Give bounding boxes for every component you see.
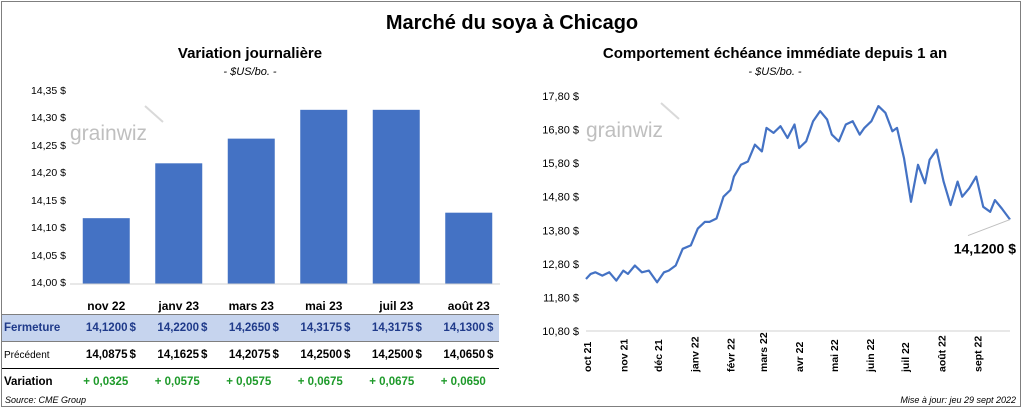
currency-symbol: $ bbox=[487, 349, 494, 361]
currency-symbol: $ bbox=[487, 314, 499, 342]
right-x-tick: oct 21 bbox=[582, 341, 594, 372]
close-value: 14,3175 bbox=[284, 314, 344, 342]
bar bbox=[155, 163, 203, 284]
right-y-tick: 17,80 $ bbox=[542, 91, 579, 103]
right-x-tick: janv 22 bbox=[689, 336, 701, 373]
variation-value: + 0,0675 bbox=[284, 368, 356, 395]
left-x-tick: mai 23 bbox=[305, 299, 343, 313]
currency-symbol: $ bbox=[129, 349, 136, 361]
bar bbox=[445, 212, 493, 284]
right-y-tick: 16,80 $ bbox=[542, 125, 579, 137]
variation-value: + 0,0575 bbox=[141, 368, 213, 395]
left-y-tick: 14,30 $ bbox=[30, 112, 66, 125]
close-value: 14,3175 bbox=[356, 314, 416, 342]
table-row-close: Fermeture 14,1200 $14,2200 $14,2650 $14,317… bbox=[2, 314, 499, 342]
currency-symbol: $ bbox=[415, 314, 428, 342]
prev-value: 14,0650 bbox=[443, 349, 485, 361]
right-chart-unit: - $US/bo. - bbox=[748, 66, 802, 78]
close-value: 14,2200 bbox=[141, 314, 201, 342]
variation-value: + 0,0675 bbox=[356, 368, 428, 395]
currency-symbol: $ bbox=[344, 349, 351, 361]
bar bbox=[227, 138, 275, 284]
variation-value: + 0,0575 bbox=[213, 368, 285, 395]
right-x-tick: juil 22 bbox=[900, 342, 912, 373]
table-row-prev: Précédent 14,0875 $14,1625 $14,2075 $14,250… bbox=[2, 342, 499, 369]
right-x-tick: nov 21 bbox=[618, 339, 630, 372]
left-x-tick: août 23 bbox=[448, 299, 490, 313]
left-y-tick: 14,05 $ bbox=[30, 249, 66, 262]
right-x-tick: sept 22 bbox=[972, 336, 984, 372]
left-x-tick: juil 23 bbox=[378, 299, 413, 313]
source-note: Source: CME Group bbox=[5, 395, 87, 405]
left-x-tick: mars 23 bbox=[229, 299, 275, 313]
watermark-text: grainwiz bbox=[70, 122, 147, 145]
right-watermark: grainwiz bbox=[586, 102, 680, 142]
right-x-tick: juin 22 bbox=[865, 339, 877, 373]
row-label-var: Variation bbox=[2, 368, 70, 395]
table-row-var: Variation + 0,0325 + 0,0575 + 0,0575 + 0,06… bbox=[2, 368, 499, 395]
right-y-tick: 15,80 $ bbox=[542, 158, 579, 170]
prev-value: 14,1625 bbox=[157, 349, 199, 361]
main-title: Marché du soya à Chicago bbox=[385, 12, 639, 34]
watermark-stem bbox=[144, 105, 164, 123]
right-x-tick: mai 22 bbox=[829, 339, 841, 372]
close-value: 14,1200 bbox=[70, 314, 130, 342]
left-y-tick: 14,20 $ bbox=[30, 167, 66, 180]
currency-symbol: $ bbox=[272, 349, 279, 361]
right-y-tick: 11,80 $ bbox=[543, 292, 579, 304]
prices-table: Fermeture 14,1200 $14,2200 $14,2650 $14,317… bbox=[2, 314, 499, 395]
right-x-tick: août 22 bbox=[936, 335, 948, 372]
left-y-tick: 14,00 $ bbox=[30, 277, 66, 289]
price-series-line bbox=[585, 104, 1011, 284]
variation-value: + 0,0325 bbox=[70, 368, 142, 395]
left-chart-unit: - $US/bo. - bbox=[223, 66, 277, 78]
prev-value: 14,2075 bbox=[228, 349, 271, 361]
update-note: Mise à jour: jeu 29 sept 2022 bbox=[900, 395, 1016, 405]
close-value: 14,2650 bbox=[213, 314, 273, 342]
currency-symbol: $ bbox=[201, 349, 208, 361]
left-y-tick: 14,10 $ bbox=[30, 222, 66, 235]
left-x-tick: nov 22 bbox=[87, 299, 125, 313]
prev-value: 14,0875 bbox=[85, 349, 128, 361]
prev-value: 14,2500 bbox=[300, 349, 342, 361]
right-x-tick: févr 22 bbox=[725, 338, 737, 372]
bar bbox=[82, 218, 130, 284]
right-y-tick: 13,80 $ bbox=[542, 225, 579, 237]
right-y-tick: 10,80 $ bbox=[542, 326, 579, 338]
currency-symbol: $ bbox=[201, 314, 213, 342]
left-watermark: grainwiz bbox=[70, 105, 164, 145]
left-y-tick: 14,15 $ bbox=[30, 194, 66, 207]
currency-symbol: $ bbox=[129, 314, 142, 342]
currency-symbol: $ bbox=[272, 314, 285, 342]
row-label-close: Fermeture bbox=[2, 314, 70, 342]
bar bbox=[372, 109, 420, 284]
row-label-prev: Précédent bbox=[4, 349, 50, 361]
right-x-tick: déc 21 bbox=[653, 339, 665, 372]
left-y-tick: 14,25 $ bbox=[30, 139, 66, 152]
last-value-leader bbox=[967, 219, 1011, 237]
right-chart-title: Comportement échéance immédiate depuis 1… bbox=[602, 45, 948, 62]
right-y-tick: 14,80 $ bbox=[542, 192, 579, 204]
currency-symbol: $ bbox=[344, 314, 356, 342]
last-value-label: 14,1200 $ bbox=[954, 241, 1016, 257]
variation-value: + 0,0650 bbox=[427, 368, 499, 395]
currency-symbol: $ bbox=[415, 349, 422, 361]
close-value: 14,1300 bbox=[427, 314, 487, 342]
left-y-tick: 14,35 $ bbox=[30, 85, 66, 97]
watermark-text: grainwiz bbox=[586, 119, 663, 142]
prev-value: 14,2500 bbox=[371, 349, 414, 361]
bar bbox=[300, 109, 348, 284]
right-y-tick: 12,80 $ bbox=[542, 259, 579, 271]
watermark-stem bbox=[660, 102, 680, 120]
left-chart-title: Variation journalière bbox=[177, 45, 323, 62]
left-x-tick: janv 23 bbox=[157, 299, 199, 313]
right-x-tick: mars 22 bbox=[758, 332, 770, 372]
right-x-tick: avr 22 bbox=[794, 341, 806, 372]
